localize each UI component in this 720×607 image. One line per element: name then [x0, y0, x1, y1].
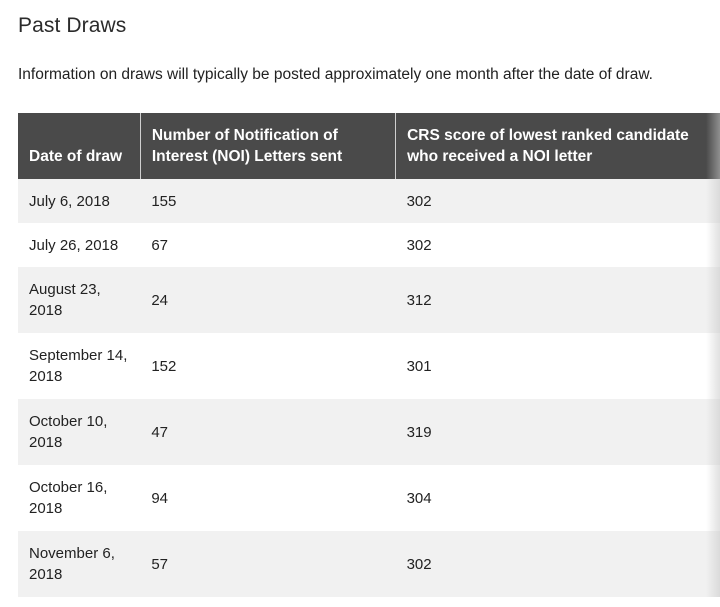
header-noi-letters-sent: Number of Notification of Interest (NOI)…: [140, 113, 397, 179]
cell-crs: 312: [395, 267, 720, 333]
cell-noi: 57: [140, 531, 396, 597]
table-row: July 6, 2018 155 302: [18, 179, 720, 223]
cell-noi: 47: [140, 399, 396, 465]
cell-crs: 301: [395, 333, 720, 399]
table-row: October 16, 2018 94 304: [18, 465, 720, 531]
cell-noi: 67: [140, 223, 396, 267]
cell-crs: 302: [395, 179, 720, 223]
table-row: August 23, 2018 24 312: [18, 267, 720, 333]
cell-crs: 304: [395, 465, 720, 531]
intro-text: Information on draws will typically be p…: [18, 66, 653, 83]
cell-noi: 94: [140, 465, 396, 531]
draws-table-container: Date of draw Number of Notification of I…: [18, 113, 720, 597]
table-row: November 6, 2018 57 302: [18, 531, 720, 597]
table-row: July 26, 2018 67 302: [18, 223, 720, 267]
cell-date: July 6, 2018: [18, 179, 141, 223]
header-crs-score: CRS score of lowest ranked candidate who…: [395, 113, 720, 179]
table-row: October 10, 2018 47 319: [18, 399, 720, 465]
page-title: Past Draws: [18, 14, 127, 37]
cell-crs: 302: [395, 531, 720, 597]
cell-noi: 152: [140, 333, 396, 399]
cell-date: September 14, 2018: [18, 333, 141, 399]
cell-date: October 10, 2018: [18, 399, 141, 465]
table-header-row: Date of draw Number of Notification of I…: [18, 113, 720, 179]
cell-noi: 155: [140, 179, 396, 223]
cell-crs: 319: [395, 399, 720, 465]
cell-noi: 24: [140, 267, 396, 333]
past-draws-table: Date of draw Number of Notification of I…: [18, 113, 720, 597]
cell-date: August 23, 2018: [18, 267, 141, 333]
cell-date: July 26, 2018: [18, 223, 141, 267]
cell-crs: 302: [395, 223, 720, 267]
cell-date: October 16, 2018: [18, 465, 141, 531]
table-row: September 14, 2018 152 301: [18, 333, 720, 399]
header-date-of-draw: Date of draw: [18, 113, 141, 179]
cell-date: November 6, 2018: [18, 531, 141, 597]
